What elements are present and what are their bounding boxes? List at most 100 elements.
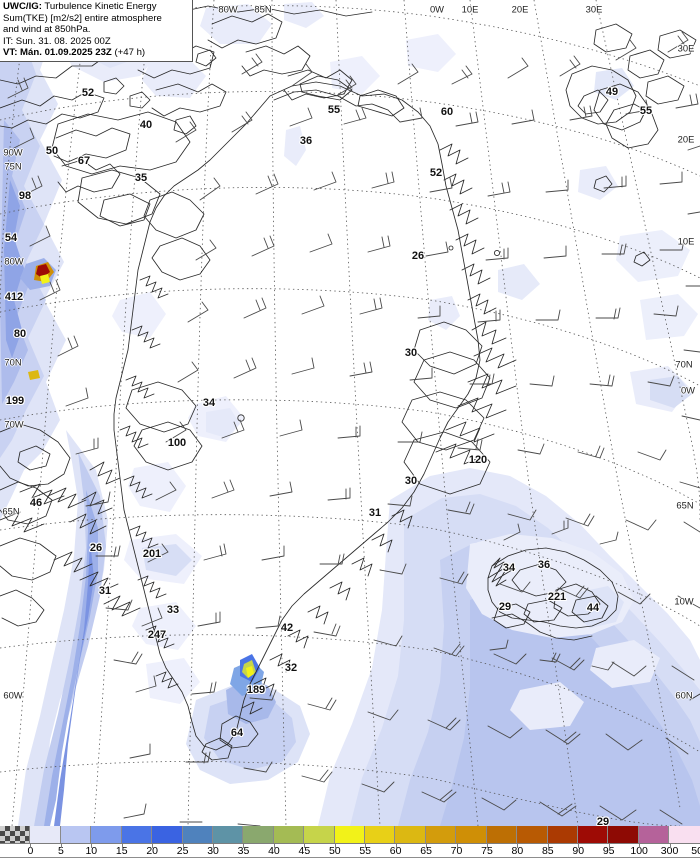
lead-time: (+47 h): [111, 47, 146, 59]
colorbar-tick-mark: [60, 844, 62, 848]
colorbar-swatch: [273, 826, 305, 843]
colorbar-swatch: [638, 826, 670, 843]
coastlines: [0, 1, 700, 761]
colorbar-tick-mark: [30, 844, 32, 848]
tke-value-label: 26: [411, 250, 425, 262]
colorbar-swatches: [0, 826, 700, 843]
colorbar-swatch: [365, 826, 396, 843]
colorbar-tick: 80: [511, 845, 524, 857]
graticule-label: 85N: [254, 3, 272, 15]
valid-time-line: VT: Mán. 01.09.2025 23Z (+47 h): [3, 47, 188, 59]
colorbar-tick: 95: [602, 845, 615, 857]
graticule-label: 20E: [677, 133, 695, 145]
colorbar-tick: 25: [176, 845, 189, 857]
colorbar-tick: 500: [691, 845, 700, 857]
graticule-label: 0W: [429, 3, 445, 15]
colorbar-tick-mark: [365, 844, 367, 848]
colorbar-tick-mark: [213, 844, 215, 848]
tke-value-label: 36: [299, 135, 313, 147]
colorbar-tick: 65: [420, 845, 432, 857]
colorbar-tick: 55: [359, 845, 372, 857]
colorbar-swatch: [486, 826, 518, 843]
graticule-label: 90W: [3, 146, 23, 158]
graticule-label: 80W: [4, 255, 24, 267]
colorbar-tick: 35: [237, 845, 250, 857]
graticule: [0, 0, 700, 826]
info-line-1: UWC/IG: Turbulence Kinetic Energy: [3, 1, 188, 13]
colorbar-tick-mark: [121, 844, 123, 848]
graticule-label: 70W: [4, 418, 24, 430]
colorbar-swatch: [395, 826, 426, 843]
tke-value-label: 54: [4, 232, 18, 244]
colorbar-tick-mark: [334, 844, 336, 848]
tke-value-label: 31: [98, 585, 112, 597]
graticule-label: 70N: [675, 358, 693, 370]
colorbar-tick-mark: [486, 844, 488, 848]
colorbar-tick: 15: [115, 845, 128, 857]
tke-value-label: 35: [134, 172, 148, 184]
graticule-label: 70N: [4, 356, 22, 368]
colorbar-tick: 300: [660, 845, 679, 857]
colorbar-tick: 5: [57, 845, 64, 857]
tke-value-label: 30: [404, 475, 418, 487]
colorbar-tick-mark: [456, 844, 458, 848]
colorbar-swatch: [243, 826, 274, 843]
tke-value-label: 221: [547, 591, 567, 603]
tke-value-label: 36: [537, 559, 551, 571]
graticule-label: 20E: [511, 3, 529, 15]
valid-time-label: VT: Mán. 01.09.2025 23Z: [3, 47, 112, 59]
graticule-label: 10W: [674, 595, 694, 607]
colorbar-tick-mark: [395, 844, 397, 848]
source-label: UWC/IG:: [3, 1, 42, 12]
graticule-label: 75N: [4, 160, 22, 172]
colorbar-tick: 60: [389, 845, 402, 857]
tke-value-label: 49: [605, 86, 619, 98]
colorbar-tick-mark: [304, 844, 306, 848]
colorbar-tick-mark: [669, 844, 671, 848]
colorbar-tick-mark: [243, 844, 245, 848]
tke-value-label: 32: [284, 662, 298, 674]
graticule-label: 65N: [2, 505, 20, 517]
colorbar-tick-mark: [273, 844, 275, 848]
tke-value-label: 120: [468, 454, 488, 466]
tke-shaded-field: [0, 0, 700, 826]
colorbar-tick: 30: [207, 845, 219, 857]
colorbar-tick-mark: [639, 844, 641, 848]
colorbar-swatch: [304, 826, 335, 843]
tke-value-label: 30: [404, 347, 418, 359]
graticule-label: 80W: [218, 3, 238, 15]
colorbar-tick: 75: [481, 845, 493, 857]
colorbar-transparent-swatch: [0, 826, 31, 843]
colorbar-swatch: [456, 826, 487, 843]
colorbar-swatch: [334, 826, 366, 843]
colorbar-tick-labels: 0 5 10 15 20 25 30 35 40 45 50 55 60 65 70 75 80 85 90 95 10…: [0, 843, 700, 859]
colorbar-tick-mark: [152, 844, 154, 848]
colorbar-swatch: [182, 826, 213, 843]
init-time-line: IT: Sun. 31. 08. 2025 00Z: [3, 35, 111, 47]
wind-barbs: [7, 31, 700, 826]
map-canvas[interactable]: [0, 0, 700, 826]
tke-value-label: 33: [166, 604, 180, 616]
tke-value-label: 40: [139, 119, 153, 131]
colorbar-tick: 50: [328, 845, 341, 857]
colorbar-tick: 70: [450, 845, 463, 857]
tke-value-label: 55: [639, 105, 653, 117]
field-name-part1: Turbulence Kinetic Energy: [41, 1, 157, 12]
tke-value-label: 64: [230, 727, 244, 739]
colorbar-swatch: [608, 826, 639, 843]
tke-value-label: 42: [280, 622, 294, 634]
forecast-info-box: UWC/IG: Turbulence Kinetic Energy Sum(TK…: [0, 0, 193, 62]
tke-value-label: 52: [429, 167, 443, 179]
tke-value-label: 67: [77, 155, 91, 167]
map-graphics: [0, 0, 700, 826]
tke-value-label: 60: [440, 106, 454, 118]
colorbar: 0 5 10 15 20 25 30 35 40 45 50 55 60 65 70 75 80 85 90 95 10…: [0, 826, 700, 858]
colorbar-swatch: [152, 826, 183, 843]
colorbar-swatch: [547, 826, 579, 843]
tke-value-label: 34: [502, 562, 516, 574]
colorbar-tick: 45: [298, 845, 311, 857]
tke-value-label: 100: [167, 437, 187, 449]
colorbar-swatch: [91, 826, 122, 843]
tke-value-label: 52: [81, 87, 95, 99]
